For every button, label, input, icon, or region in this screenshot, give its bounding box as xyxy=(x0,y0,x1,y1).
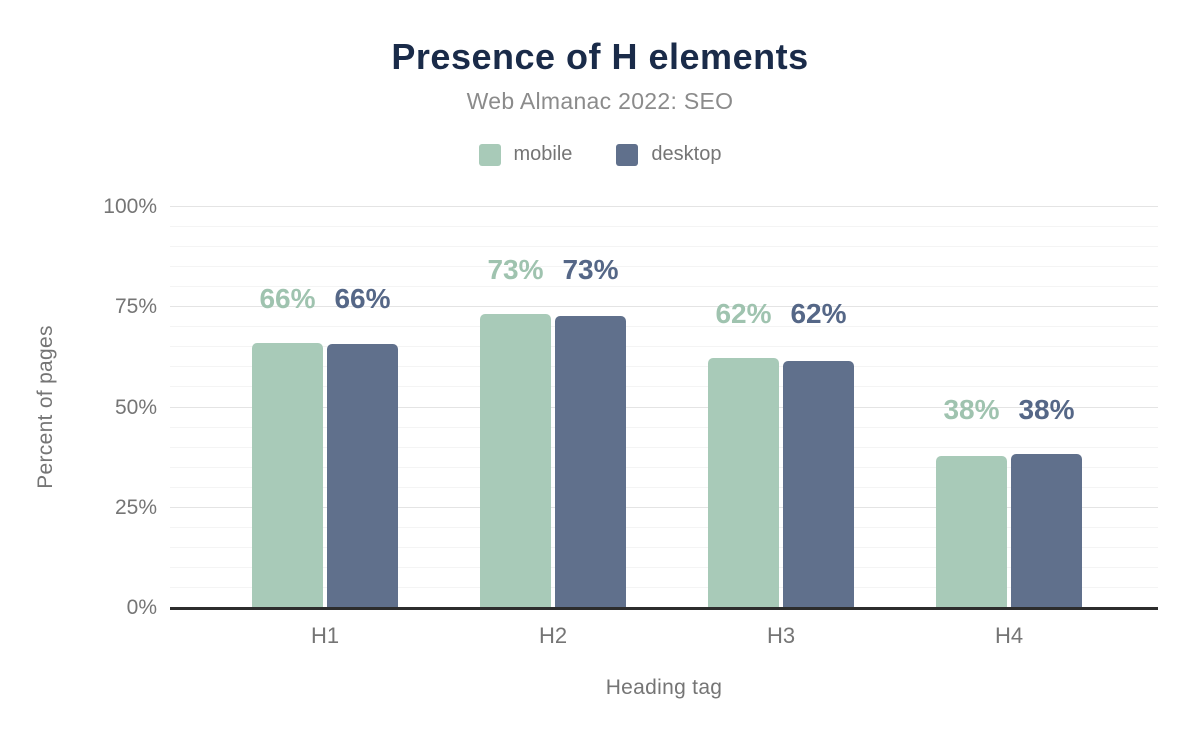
bar-mobile-H4[interactable] xyxy=(936,455,1007,608)
legend: mobile desktop xyxy=(0,143,1200,166)
gridline-35pct xyxy=(170,466,1158,468)
value-label-desktop-H3: 62% xyxy=(790,298,847,330)
bar-desktop-H2[interactable] xyxy=(555,316,626,608)
value-label-desktop-H2: 73% xyxy=(562,253,619,285)
x-tick-label-H2: H2 xyxy=(538,623,568,648)
gridline-45pct xyxy=(170,426,1158,428)
legend-label-mobile: mobile xyxy=(513,143,573,165)
value-label-desktop-H4: 38% xyxy=(1018,394,1075,426)
y-tick-label-100: 100% xyxy=(103,195,157,218)
bar-desktop-H1[interactable] xyxy=(327,344,398,608)
legend-swatch-mobile-icon xyxy=(478,143,501,166)
legend-item-desktop[interactable]: desktop xyxy=(616,143,721,166)
value-label-row-H2: 73% 73% xyxy=(480,253,626,285)
gridline-100pct xyxy=(170,206,1158,207)
x-axis-line xyxy=(170,607,1158,610)
gridline-15pct xyxy=(170,546,1158,548)
gridline-90pct xyxy=(170,246,1158,248)
chart-title: Presence of H elements xyxy=(391,36,809,77)
legend-item-mobile[interactable]: mobile xyxy=(478,143,573,166)
y-tick-label-0: 0% xyxy=(126,596,157,619)
bar-pair-H3 xyxy=(708,207,854,608)
bar-group-H3: 62% 62% H3 xyxy=(708,207,854,648)
y-tick-label-75: 75% xyxy=(114,295,157,319)
x-tick-label-H4: H4 xyxy=(994,623,1024,648)
value-label-mobile-H3: 62% xyxy=(715,298,772,330)
bar-pair-H1 xyxy=(252,207,398,608)
gridline-5pct xyxy=(170,586,1158,588)
value-label-row-H1: 66% 66% xyxy=(252,285,398,313)
gridline-65pct xyxy=(170,346,1158,348)
bar-pair-H4 xyxy=(936,207,1082,608)
x-tick-label-H3: H3 xyxy=(766,623,796,648)
x-axis-title: Heading tag xyxy=(605,676,723,699)
gridline-70pct xyxy=(170,326,1158,328)
bar-mobile-H2[interactable] xyxy=(480,313,551,608)
gridline-75pct xyxy=(170,306,1158,308)
y-axis-title: Percent of pages xyxy=(34,325,57,489)
gridline-85pct xyxy=(170,266,1158,268)
bar-group-H2: 73% 73% H2 xyxy=(480,207,626,648)
value-label-mobile-H2: 73% xyxy=(487,253,544,285)
bar-group-H4: 38% 38% H4 xyxy=(936,207,1082,648)
y-tick-label-50: 50% xyxy=(114,395,157,419)
bar-mobile-H1[interactable] xyxy=(252,343,323,608)
plot-area: 0% 25% 50% 75% 100% 66% 66% H1 73% 73% H2 62% 62% H3 3… xyxy=(103,195,1158,648)
bar-pair-H2 xyxy=(480,207,626,608)
value-label-row-H4: 38% 38% xyxy=(936,396,1082,424)
gridline-40pct xyxy=(170,446,1158,448)
value-label-mobile-H4: 38% xyxy=(943,394,1000,426)
legend-swatch-desktop-icon xyxy=(616,143,639,166)
bar-mobile-H3[interactable] xyxy=(708,358,779,608)
x-tick-label-H1: H1 xyxy=(310,623,340,648)
bar-desktop-H4[interactable] xyxy=(1011,454,1082,608)
gridline-50pct xyxy=(170,406,1158,408)
value-label-desktop-H1: 66% xyxy=(334,283,391,315)
gridline-20pct xyxy=(170,526,1158,528)
gridline-10pct xyxy=(170,566,1158,568)
gridline-25pct xyxy=(170,506,1158,508)
value-label-row-H3: 62% 62% xyxy=(708,300,854,328)
bar-desktop-H3[interactable] xyxy=(783,360,854,608)
gridline-55pct xyxy=(170,386,1158,388)
legend-label-desktop: desktop xyxy=(651,143,722,165)
chart-subtitle: Web Almanac 2022: SEO xyxy=(466,88,734,114)
bar-group-H1: 66% 66% H1 xyxy=(252,207,398,648)
gridline-60pct xyxy=(170,366,1158,368)
y-tick-label-25: 25% xyxy=(114,495,157,519)
gridline-95pct xyxy=(170,226,1158,228)
gridline-30pct xyxy=(170,486,1158,488)
gridline-80pct xyxy=(170,286,1158,288)
value-label-mobile-H1: 66% xyxy=(259,283,316,315)
